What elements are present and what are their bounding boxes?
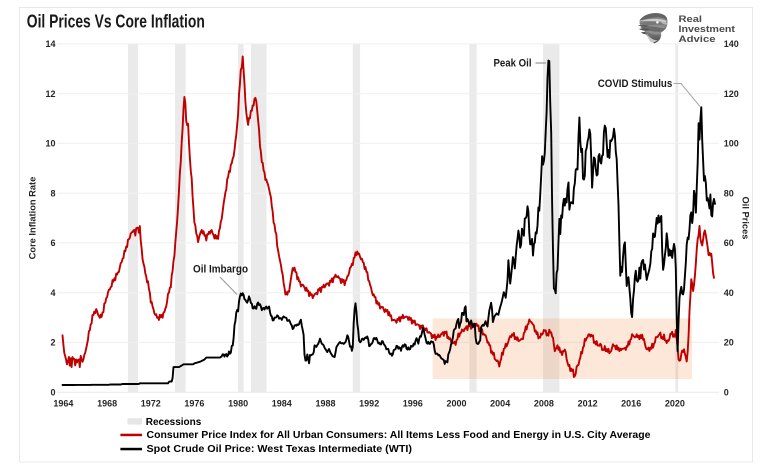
svg-text:2016: 2016 <box>621 399 641 409</box>
svg-text:12: 12 <box>45 89 55 99</box>
svg-text:80: 80 <box>724 188 734 198</box>
svg-text:Recessions: Recessions <box>146 416 202 428</box>
svg-text:14: 14 <box>45 39 55 49</box>
svg-text:COVID Stimulus: COVID Stimulus <box>598 78 673 90</box>
svg-text:Oil Imbargo: Oil Imbargo <box>193 264 248 276</box>
svg-text:Spot Crude Oil Price: West Tex: Spot Crude Oil Price: West Texas Interme… <box>147 443 413 455</box>
svg-text:40: 40 <box>724 288 734 298</box>
svg-text:1972: 1972 <box>141 399 161 409</box>
svg-text:Core Inflation Rate: Core Inflation Rate <box>28 177 38 260</box>
svg-text:1984: 1984 <box>272 399 292 409</box>
svg-text:1980: 1980 <box>228 399 248 409</box>
svg-text:Real: Real <box>679 13 703 24</box>
svg-text:100: 100 <box>724 139 739 149</box>
svg-text:10: 10 <box>45 139 55 149</box>
svg-text:1968: 1968 <box>97 399 117 409</box>
svg-text:1976: 1976 <box>184 399 204 409</box>
svg-text:1996: 1996 <box>403 399 423 409</box>
svg-text:1988: 1988 <box>315 399 335 409</box>
svg-text:1964: 1964 <box>53 399 73 409</box>
svg-text:1992: 1992 <box>359 399 379 409</box>
svg-text:Oil Prices Vs Core Inflation: Oil Prices Vs Core Inflation <box>27 12 205 32</box>
svg-text:2020: 2020 <box>665 399 685 409</box>
svg-text:Consumer Price Index for All U: Consumer Price Index for All Urban Consu… <box>147 429 651 441</box>
svg-text:Oil Prices: Oil Prices <box>741 197 751 240</box>
svg-text:Advice: Advice <box>679 33 716 44</box>
svg-text:0: 0 <box>724 387 729 397</box>
svg-text:2008: 2008 <box>534 399 554 409</box>
svg-text:120: 120 <box>724 89 739 99</box>
svg-text:140: 140 <box>724 39 739 49</box>
svg-text:2004: 2004 <box>490 399 510 409</box>
svg-text:8: 8 <box>50 188 55 198</box>
svg-text:4: 4 <box>50 288 55 298</box>
svg-text:0: 0 <box>50 387 55 397</box>
svg-text:2: 2 <box>50 338 55 348</box>
svg-text:20: 20 <box>724 338 734 348</box>
svg-text:Peak Oil: Peak Oil <box>494 58 532 70</box>
svg-text:2012: 2012 <box>578 399 598 409</box>
svg-text:60: 60 <box>724 238 734 248</box>
svg-text:Investment: Investment <box>679 23 736 34</box>
svg-text:6: 6 <box>50 238 55 248</box>
svg-text:2000: 2000 <box>446 399 466 409</box>
